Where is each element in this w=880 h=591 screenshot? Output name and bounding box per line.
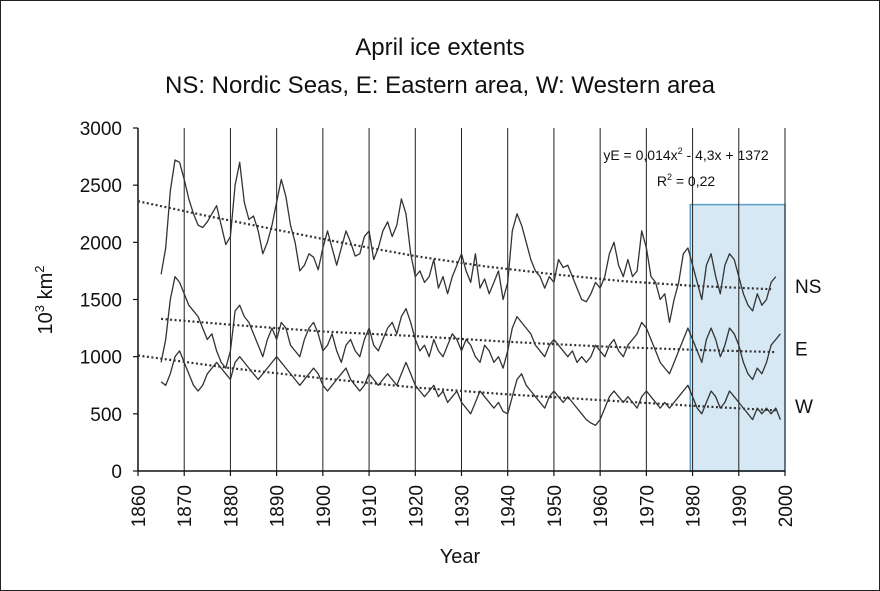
series-line-ns — [160, 159, 777, 324]
x-tick-label-1940: 1940 — [499, 485, 520, 527]
x-tick-label-1910: 1910 — [360, 485, 381, 527]
y-tick-label-1500: 1500 — [80, 291, 122, 312]
x-tick-label-1900: 1900 — [314, 485, 335, 527]
y-axis-label-unit: km — [35, 273, 57, 305]
chart-subtitle: NS: Nordic Seas, E: Eastern area, W: Wes… — [164, 72, 715, 99]
series-labels: NS E W — [795, 277, 821, 418]
trendline-w — [137, 354, 776, 412]
trend-equation: yE = 0,014x2 - 4,3x + 1372 — [603, 146, 769, 163]
x-tick-label-1970: 1970 — [637, 485, 658, 527]
trendline-ns — [137, 200, 772, 291]
vertical-gridlines — [183, 128, 786, 471]
y-axis-label: 103 km2 — [32, 266, 57, 335]
x-tick-labels: 1860 1870 1880 1890 1900 1910 1920 1930 1940 1950… — [129, 485, 797, 527]
x-tick-label-1930: 1930 — [453, 485, 474, 527]
chart-title: April ice extents — [355, 34, 525, 61]
trend-equation-prefix: yE = 0,014x — [603, 147, 677, 163]
x-tick-label-1980: 1980 — [684, 485, 705, 527]
highlight-region — [689, 203, 786, 472]
series-label-w: W — [795, 397, 813, 418]
y-tick-labels: 0 500 1000 1500 2000 2500 3000 — [80, 119, 122, 483]
series-lines — [160, 159, 782, 426]
x-tick-label-2000: 2000 — [776, 485, 797, 527]
x-tick-label-1920: 1920 — [406, 485, 427, 527]
trend-equation-exp: 2 — [678, 146, 683, 156]
r-squared-suffix: = 0,22 — [672, 173, 715, 189]
y-tick-label-0: 0 — [111, 462, 122, 483]
axes — [133, 127, 786, 476]
y-tick-label-3000: 3000 — [80, 119, 122, 140]
y-tick-label-500: 500 — [90, 405, 122, 426]
x-tick-label-1870: 1870 — [175, 485, 196, 527]
x-tick-label-1960: 1960 — [591, 485, 612, 527]
x-tick-label-1890: 1890 — [268, 485, 289, 527]
r-squared-exp: 2 — [667, 172, 672, 182]
r-squared-prefix: R — [657, 173, 667, 189]
x-tick-label-1990: 1990 — [730, 485, 751, 527]
trendline-e — [161, 317, 776, 354]
y-axis-label-exp2: 2 — [32, 266, 47, 273]
y-axis-label-exp1: 3 — [32, 305, 47, 312]
x-tick-label-1860: 1860 — [129, 485, 150, 527]
x-tick-label-1950: 1950 — [545, 485, 566, 527]
series-label-e: E — [795, 340, 808, 361]
y-tick-label-2000: 2000 — [80, 233, 122, 254]
y-axis-label-base: 10 — [35, 312, 57, 334]
y-tick-label-2500: 2500 — [80, 176, 122, 197]
trendlines — [137, 200, 776, 412]
r-squared: R2 = 0,22 — [657, 172, 716, 189]
x-axis-label: Year — [440, 546, 481, 568]
trend-equation-suffix: - 4,3x + 1372 — [683, 147, 769, 163]
series-line-w — [160, 350, 782, 426]
series-label-ns: NS — [795, 277, 821, 298]
x-tick-label-1880: 1880 — [221, 485, 242, 527]
series-line-e — [160, 275, 781, 381]
y-tick-label-1000: 1000 — [80, 348, 122, 369]
